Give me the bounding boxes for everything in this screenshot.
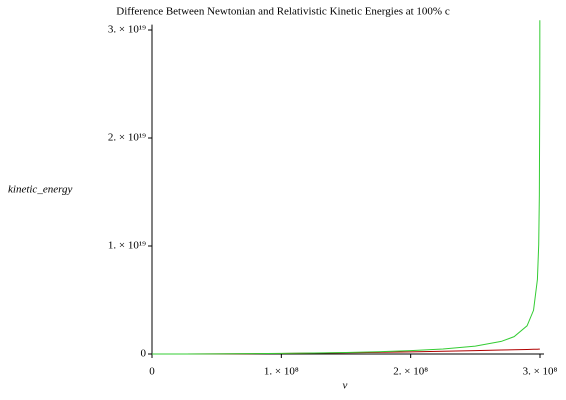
y-tick-label: 2. × 10¹⁹ (108, 132, 146, 144)
y-tick-label: 3. × 10¹⁹ (108, 24, 146, 36)
series-line (151, 348, 540, 355)
y-axis-label: kinetic_energy (8, 184, 72, 196)
x-axis-label: v (343, 380, 348, 392)
chart-title: Difference Between Newtonian and Relativ… (116, 6, 450, 18)
y-tick-label: 0 (141, 348, 147, 360)
x-tick-label: 0 (149, 366, 155, 378)
x-tick-label: 2. × 10⁸ (393, 366, 428, 378)
x-tick-label: 3. × 10⁸ (523, 366, 558, 378)
x-tick-label: 1. × 10⁸ (264, 366, 299, 378)
series-line (151, 20, 541, 355)
y-tick-label: 1. × 10¹⁹ (108, 240, 146, 252)
